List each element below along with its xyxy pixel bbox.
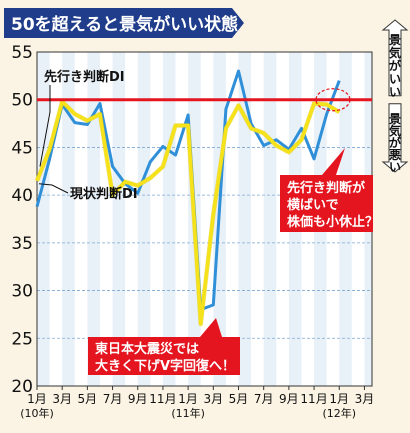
y-tick-label: 45 [11,138,33,158]
plot-stripe [162,52,176,386]
plot-stripe [263,52,277,386]
callout-quake-pointer [200,318,222,337]
y-tick-label: 25 [11,329,33,349]
callout-quake-box [88,337,240,375]
x-tick-sublabel: (11年) [171,406,205,420]
pointer-leading [39,85,51,167]
series-line-leading [35,99,341,326]
side-char: 気 [389,45,401,60]
x-tick-label: 1月 [329,392,349,406]
x-tick-label: 5月 [229,392,249,406]
callout-flat-line: 先行き判断が [287,180,365,196]
highlight-circle [315,88,351,112]
up-arrow [381,19,409,97]
callout-quake-line: 東日本大震災では [95,341,199,357]
x-tick-sublabel: (12年) [322,406,356,420]
side-char: が [389,135,401,150]
side-label-good: 景気がいい [389,33,401,99]
side-char: い [389,160,401,174]
x-tick-label: 5月 [78,392,98,406]
x-tick-label: 3月 [355,392,375,406]
x-tick-label: 9月 [279,392,299,406]
x-tick-label: 1月 [27,392,47,406]
title-banner-bg [4,8,244,38]
x-tick-label: 7月 [103,392,123,406]
y-tick-label: 50 [11,91,33,111]
callout-flat-pointer [322,148,345,175]
y-tick-label: 35 [11,234,33,254]
y-tick-label: 55 [11,43,33,63]
side-char: い [389,72,401,86]
side-char: 景 [389,33,401,47]
label-current-di: 現状判断DI [70,186,138,202]
x-tick-sublabel: (10年) [20,406,54,420]
x-tick-label: 3月 [203,392,223,406]
callout-flat-line: 横ばいで [287,197,339,213]
chart-title: 50を超えると景気がいい状態 [11,14,238,35]
side-char: が [389,58,401,73]
side-char: 悪 [389,148,401,162]
x-tick-label: 9月 [128,392,148,406]
pointer-current [38,183,69,194]
side-char: 気 [389,123,401,138]
callout-quake-line: 大きく下げV字回復へ！ [95,358,235,374]
x-tick-label: 7月 [254,392,274,406]
callout-flat-line: 株価も小休止？ [287,214,378,230]
plot-stripe [112,52,126,386]
side-char: 景 [389,112,401,126]
y-tick-label: 40 [11,186,33,206]
down-arrow [381,103,409,173]
title-banner: 50を超えると景気がいい状態 [4,8,244,38]
label-leading-di: 先行き判断DI [44,69,125,85]
x-tick-label: 11月 [300,392,327,406]
plot-stripe [238,52,252,386]
y-tick-label: 30 [11,282,33,302]
plot-stripe [62,52,75,386]
plot-stripe [37,52,50,386]
callout-flat-box [280,175,373,232]
x-tick-label: 1月 [178,392,198,406]
plot-stripe [137,52,151,386]
side-char: い [389,85,401,99]
x-tick-label: 3月 [52,392,72,406]
plot-stripe [87,52,100,386]
y-tick-label: 20 [11,377,33,397]
x-tick-label: 11月 [149,392,176,406]
